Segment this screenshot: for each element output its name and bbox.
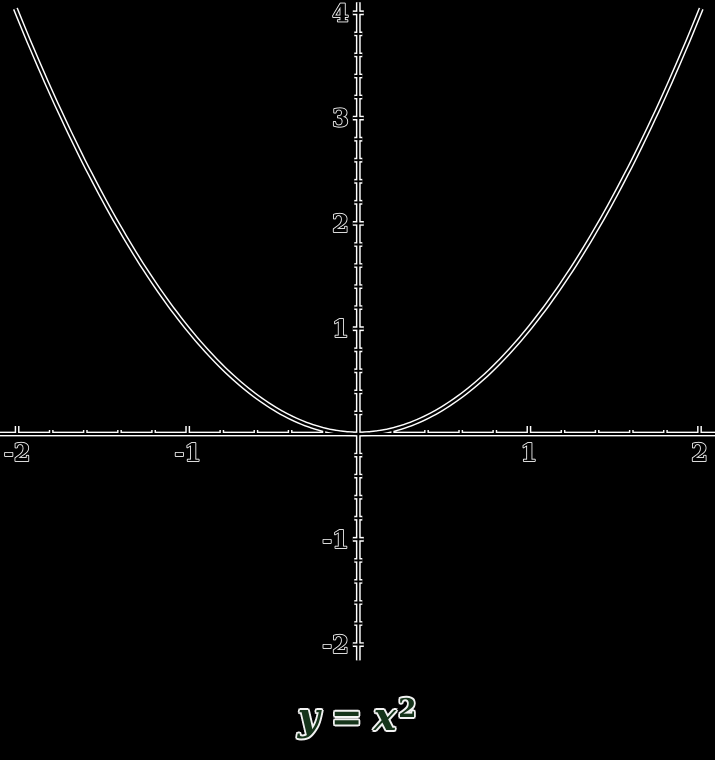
title-exponent: 2: [398, 694, 418, 724]
x-axis-tick-label: 1: [521, 438, 538, 467]
y-axis-tick-label: 4: [332, 0, 349, 27]
parabola-curve-core: [14, 8, 703, 436]
y-axis-tick-label: 2: [332, 209, 349, 238]
axes-core: [0, 2, 715, 661]
y-axis-tick-label: 1: [332, 314, 349, 343]
x-axis-tick-label: -1: [174, 438, 201, 467]
y-axis-tick-label: -1: [322, 525, 349, 554]
title-lhs: y: [297, 694, 321, 739]
chart-title: y = x2: [0, 694, 715, 739]
y-axis-tick-label: 3: [332, 104, 349, 133]
title-equals-sign: =: [330, 694, 364, 739]
x-axis-tick-label: 2: [691, 438, 708, 467]
x-axis-tick-label: -2: [4, 438, 31, 467]
title-base: x: [373, 694, 398, 739]
y-axis-tick-label: -2: [322, 630, 349, 659]
